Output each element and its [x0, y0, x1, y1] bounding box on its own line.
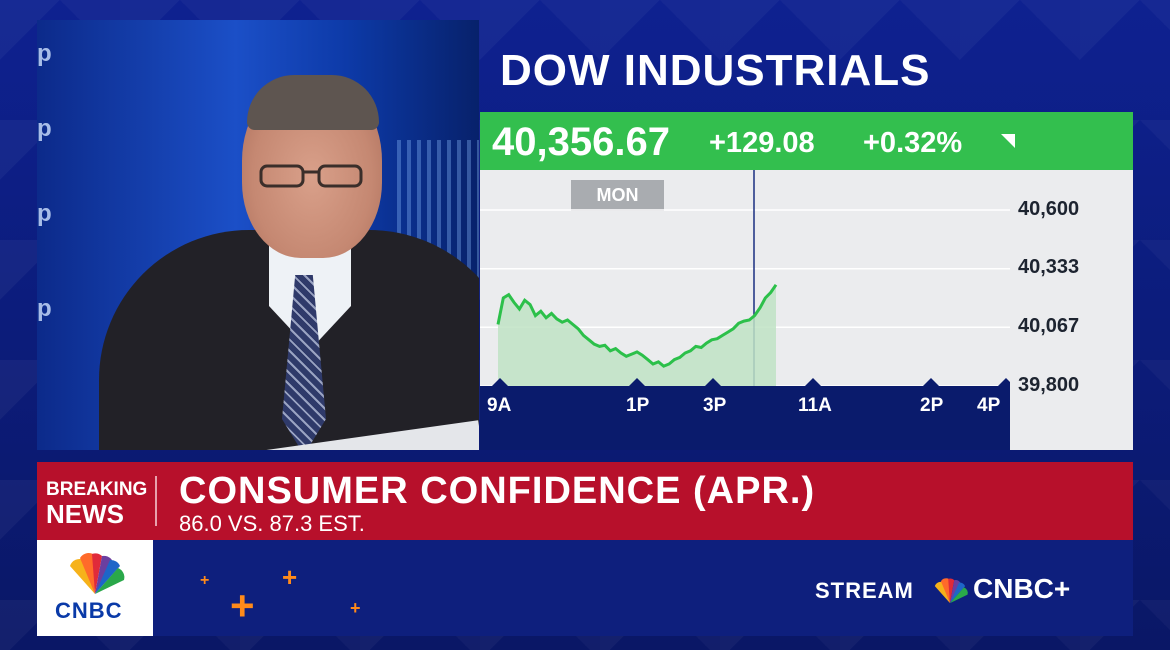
x-tick-marker [705, 378, 721, 386]
up-arrow-icon [1001, 134, 1015, 148]
chart-title: DOW INDUSTRIALS [500, 46, 931, 95]
index-price: 40,356.67 [492, 120, 670, 164]
wall-letter: p [37, 295, 52, 322]
y-tick-label: 39,800 [1018, 374, 1080, 396]
wall-letter: p [37, 40, 52, 67]
stream-brand: CNBC+ [973, 573, 1071, 604]
quote-bar: 40,356.67 +129.08 +0.32% [480, 112, 1133, 170]
y-tick-label: 40,333 [1018, 256, 1080, 278]
index-change-pct: +0.32% [863, 127, 963, 159]
anchor-hair [247, 75, 379, 130]
day-tag: MON [571, 180, 664, 211]
plus-decoration-icon: + [350, 598, 361, 618]
wall-letter: p [37, 115, 52, 142]
chart-svg [480, 170, 1010, 386]
x-tick-label: 4P [977, 395, 1001, 416]
wall-letter: p [37, 200, 52, 227]
peacock-small-icon [934, 578, 968, 604]
x-tick-marker [998, 378, 1010, 386]
plus-decoration-icon: + [282, 562, 298, 592]
price-area [498, 284, 776, 386]
x-tick-label: 3P [703, 395, 727, 416]
x-tick-marker [805, 378, 821, 386]
breaking-label-line1: BREAKING [46, 479, 148, 500]
x-tick-label: 9A [487, 395, 512, 416]
index-change: +129.08 [709, 127, 815, 159]
x-tick-label: 11A [798, 395, 832, 416]
peacock-icon [70, 553, 125, 594]
breaking-news-label: BREAKING NEWS [46, 479, 147, 527]
news-divider [155, 476, 157, 526]
news-subline: 86.0 VS. 87.3 EST. [179, 511, 365, 536]
x-tick-label: 2P [920, 395, 944, 416]
y-tick-label: 40,600 [1018, 198, 1080, 220]
breaking-label-line2: NEWS [46, 499, 124, 529]
x-tick-marker [629, 378, 645, 386]
logo-text: CNBC [55, 598, 123, 623]
y-tick-label: 40,067 [1018, 315, 1080, 337]
x-tick-marker [492, 378, 508, 386]
news-headline: CONSUMER CONFIDENCE (APR.) [179, 470, 816, 512]
stream-label: STREAM [815, 578, 914, 603]
y-axis-panel [1010, 170, 1133, 450]
price-line [496, 283, 778, 368]
cnbc-logo: CNBC [37, 540, 153, 636]
plus-decoration-icon: + [200, 572, 210, 589]
x-axis-strip [480, 386, 1010, 450]
glasses-icon [259, 164, 363, 188]
plus-decoration-icon: + [230, 582, 255, 629]
breaking-news-bar: BREAKING NEWS CONSUMER CONFIDENCE (APR.)… [37, 462, 1133, 540]
video-feed: p p p p [37, 20, 479, 450]
x-tick-label: 1P [626, 395, 650, 416]
x-tick-marker [923, 378, 939, 386]
